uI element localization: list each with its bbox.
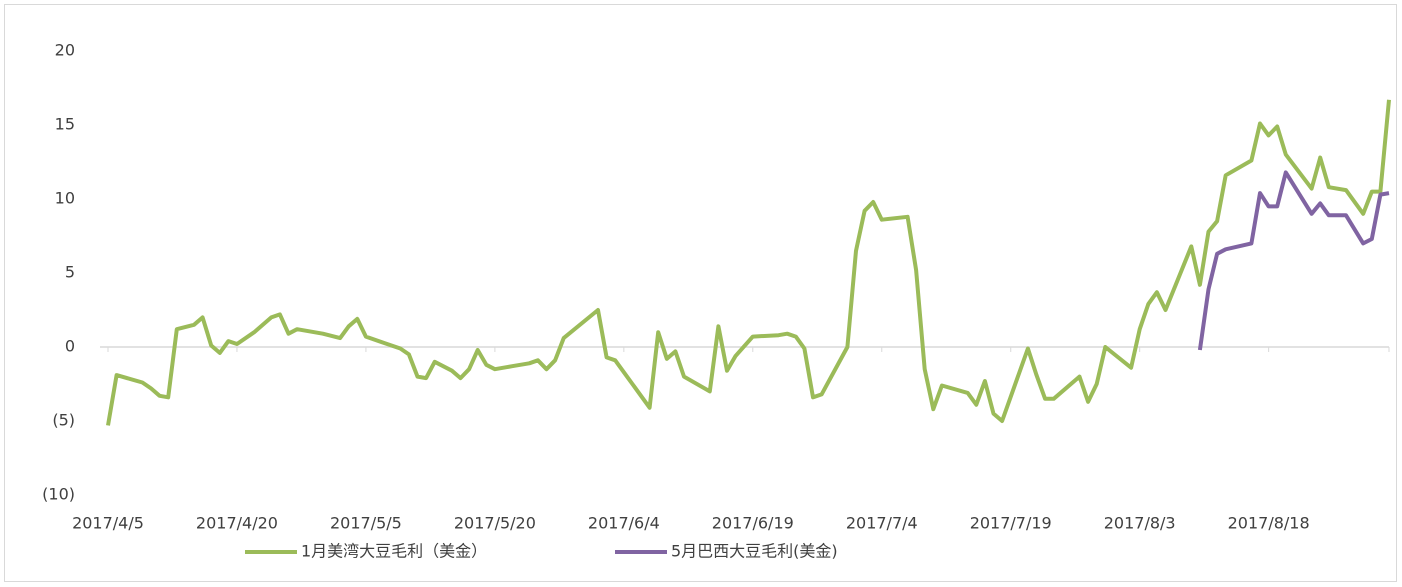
chart-frame <box>4 4 1397 582</box>
series-line <box>106 99 1391 426</box>
x-tick-label: 2017/4/5 <box>72 514 144 533</box>
y-tick-label: 15 <box>55 115 75 134</box>
y-tick-label: 20 <box>55 41 75 60</box>
x-tick-label: 2017/7/4 <box>846 514 918 533</box>
x-tick-label: 2017/8/18 <box>1228 514 1310 533</box>
x-tick-label: 2017/6/4 <box>588 514 660 533</box>
x-tick-label: 2017/5/5 <box>330 514 402 533</box>
x-tick-label: 2017/7/19 <box>970 514 1052 533</box>
y-tick-label: 10 <box>55 189 75 208</box>
x-tick-label: 2017/4/20 <box>196 514 278 533</box>
legend-label: 5月巴西大豆毛利(美金) <box>671 542 838 561</box>
y-tick-label: (5) <box>52 411 75 430</box>
y-tick-label: 0 <box>65 337 75 356</box>
x-tick-label: 2017/5/20 <box>454 514 536 533</box>
y-tick-label: (10) <box>42 485 75 504</box>
x-tick-label: 2017/8/3 <box>1104 514 1176 533</box>
x-tick-label: 2017/6/19 <box>712 514 794 533</box>
legend-label: 1月美湾大豆毛利（美金） <box>301 542 487 561</box>
series-line <box>1197 170 1390 351</box>
y-tick-label: 5 <box>65 263 75 282</box>
